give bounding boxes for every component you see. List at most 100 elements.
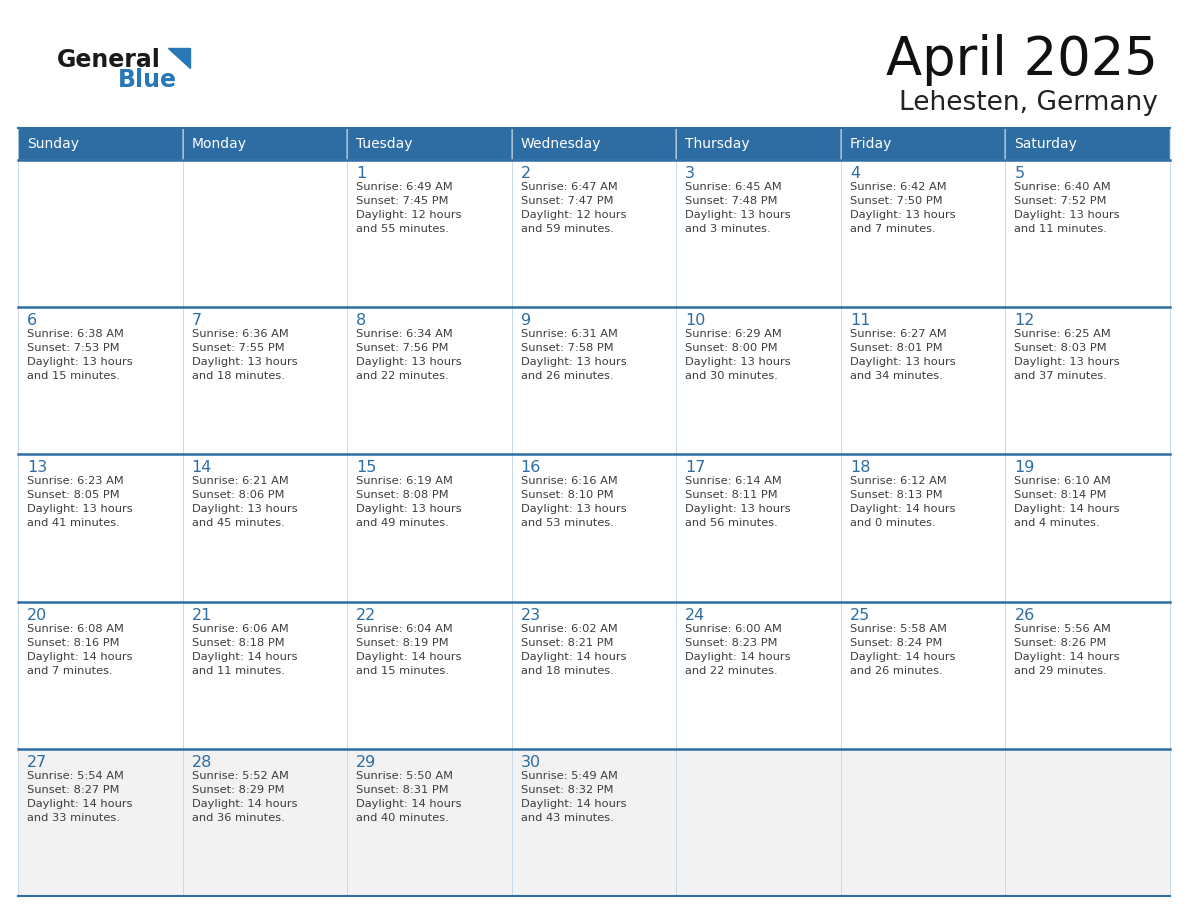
Text: and 45 minutes.: and 45 minutes. [191, 519, 284, 529]
Text: Sunrise: 5:50 AM: Sunrise: 5:50 AM [356, 771, 453, 781]
Text: Daylight: 14 hours: Daylight: 14 hours [191, 652, 297, 662]
Text: 28: 28 [191, 755, 211, 770]
Text: 9: 9 [520, 313, 531, 329]
Text: and 4 minutes.: and 4 minutes. [1015, 519, 1100, 529]
Text: and 7 minutes.: and 7 minutes. [27, 666, 113, 676]
Text: Sunset: 8:23 PM: Sunset: 8:23 PM [685, 638, 778, 647]
Bar [183, 128, 347, 160]
Text: Daylight: 14 hours: Daylight: 14 hours [27, 799, 133, 809]
Text: Sunset: 8:10 PM: Sunset: 8:10 PM [520, 490, 613, 500]
Text: 7: 7 [191, 313, 202, 329]
Bar [512, 454, 676, 601]
Text: Sunrise: 6:36 AM: Sunrise: 6:36 AM [191, 330, 289, 339]
Text: 4: 4 [849, 166, 860, 181]
Bar [676, 601, 841, 749]
Text: Sunset: 8:19 PM: Sunset: 8:19 PM [356, 638, 449, 647]
Text: Daylight: 13 hours: Daylight: 13 hours [849, 357, 955, 367]
Text: Daylight: 13 hours: Daylight: 13 hours [520, 504, 626, 514]
Text: 13: 13 [27, 461, 48, 476]
Text: Sunrise: 6:21 AM: Sunrise: 6:21 AM [191, 476, 289, 487]
Text: 10: 10 [685, 313, 706, 329]
Text: Daylight: 14 hours: Daylight: 14 hours [520, 799, 626, 809]
Text: Sunset: 8:27 PM: Sunset: 8:27 PM [27, 785, 120, 795]
Text: Daylight: 13 hours: Daylight: 13 hours [685, 504, 791, 514]
Text: and 55 minutes.: and 55 minutes. [356, 224, 449, 234]
Bar [512, 749, 676, 896]
Text: Sunset: 8:06 PM: Sunset: 8:06 PM [191, 490, 284, 500]
Text: Sunrise: 6:10 AM: Sunrise: 6:10 AM [1015, 476, 1111, 487]
Text: Sunrise: 6:25 AM: Sunrise: 6:25 AM [1015, 330, 1111, 339]
Text: Daylight: 13 hours: Daylight: 13 hours [356, 504, 462, 514]
Text: Sunday: Sunday [27, 137, 78, 151]
Text: and 36 minutes.: and 36 minutes. [191, 812, 284, 823]
Text: 11: 11 [849, 313, 871, 329]
Text: and 7 minutes.: and 7 minutes. [849, 224, 935, 234]
Text: 1: 1 [356, 166, 366, 181]
Bar [183, 160, 347, 308]
Text: 19: 19 [1015, 461, 1035, 476]
Text: and 18 minutes.: and 18 minutes. [520, 666, 613, 676]
Text: and 37 minutes.: and 37 minutes. [1015, 371, 1107, 381]
Text: and 40 minutes.: and 40 minutes. [356, 812, 449, 823]
Text: Sunrise: 6:12 AM: Sunrise: 6:12 AM [849, 476, 947, 487]
Text: and 26 minutes.: and 26 minutes. [849, 666, 942, 676]
Text: Tuesday: Tuesday [356, 137, 412, 151]
Text: April 2025: April 2025 [886, 34, 1158, 86]
Text: Sunset: 7:58 PM: Sunset: 7:58 PM [520, 343, 613, 353]
Bar [841, 160, 1005, 308]
Text: Sunset: 7:55 PM: Sunset: 7:55 PM [191, 343, 284, 353]
Bar [1005, 454, 1170, 601]
Bar [183, 601, 347, 749]
Text: Sunset: 8:05 PM: Sunset: 8:05 PM [27, 490, 120, 500]
Bar [512, 128, 676, 160]
Text: Daylight: 13 hours: Daylight: 13 hours [356, 357, 462, 367]
Text: Daylight: 13 hours: Daylight: 13 hours [191, 504, 297, 514]
Text: Sunset: 7:50 PM: Sunset: 7:50 PM [849, 196, 942, 206]
Text: Sunset: 8:11 PM: Sunset: 8:11 PM [685, 490, 778, 500]
Bar [676, 128, 841, 160]
Bar [676, 749, 841, 896]
Text: and 53 minutes.: and 53 minutes. [520, 519, 613, 529]
Text: General: General [57, 48, 160, 72]
Text: 18: 18 [849, 461, 871, 476]
Text: Sunrise: 6:04 AM: Sunrise: 6:04 AM [356, 623, 453, 633]
Text: and 15 minutes.: and 15 minutes. [27, 371, 120, 381]
Bar [841, 454, 1005, 601]
Text: and 18 minutes.: and 18 minutes. [191, 371, 284, 381]
Bar [1005, 308, 1170, 454]
Text: and 15 minutes.: and 15 minutes. [356, 666, 449, 676]
Text: Sunset: 8:13 PM: Sunset: 8:13 PM [849, 490, 942, 500]
Bar [512, 601, 676, 749]
Text: 6: 6 [27, 313, 37, 329]
Bar [347, 128, 512, 160]
Bar [512, 308, 676, 454]
Text: Sunset: 7:45 PM: Sunset: 7:45 PM [356, 196, 449, 206]
Text: Thursday: Thursday [685, 137, 750, 151]
Bar [183, 749, 347, 896]
Text: Sunrise: 6:49 AM: Sunrise: 6:49 AM [356, 182, 453, 192]
Text: 21: 21 [191, 608, 211, 622]
Text: 3: 3 [685, 166, 695, 181]
Text: 22: 22 [356, 608, 377, 622]
Text: Sunset: 8:31 PM: Sunset: 8:31 PM [356, 785, 449, 795]
Text: Daylight: 13 hours: Daylight: 13 hours [1015, 210, 1120, 220]
Text: Sunset: 8:21 PM: Sunset: 8:21 PM [520, 638, 613, 647]
Text: Lehesten, Germany: Lehesten, Germany [899, 90, 1158, 116]
Text: Sunrise: 6:00 AM: Sunrise: 6:00 AM [685, 623, 782, 633]
Text: and 11 minutes.: and 11 minutes. [1015, 224, 1107, 234]
Text: Sunset: 8:01 PM: Sunset: 8:01 PM [849, 343, 942, 353]
Bar [841, 128, 1005, 160]
Text: Sunrise: 6:02 AM: Sunrise: 6:02 AM [520, 623, 618, 633]
Text: Sunset: 7:53 PM: Sunset: 7:53 PM [27, 343, 120, 353]
Text: Daylight: 13 hours: Daylight: 13 hours [191, 357, 297, 367]
Text: and 22 minutes.: and 22 minutes. [685, 666, 778, 676]
Bar [347, 454, 512, 601]
Bar [1005, 601, 1170, 749]
Text: 16: 16 [520, 461, 541, 476]
Bar [676, 308, 841, 454]
Polygon shape [168, 48, 190, 68]
Text: Wednesday: Wednesday [520, 137, 601, 151]
Text: Daylight: 14 hours: Daylight: 14 hours [1015, 652, 1120, 662]
Text: Sunrise: 6:34 AM: Sunrise: 6:34 AM [356, 330, 453, 339]
Text: Sunrise: 6:19 AM: Sunrise: 6:19 AM [356, 476, 453, 487]
